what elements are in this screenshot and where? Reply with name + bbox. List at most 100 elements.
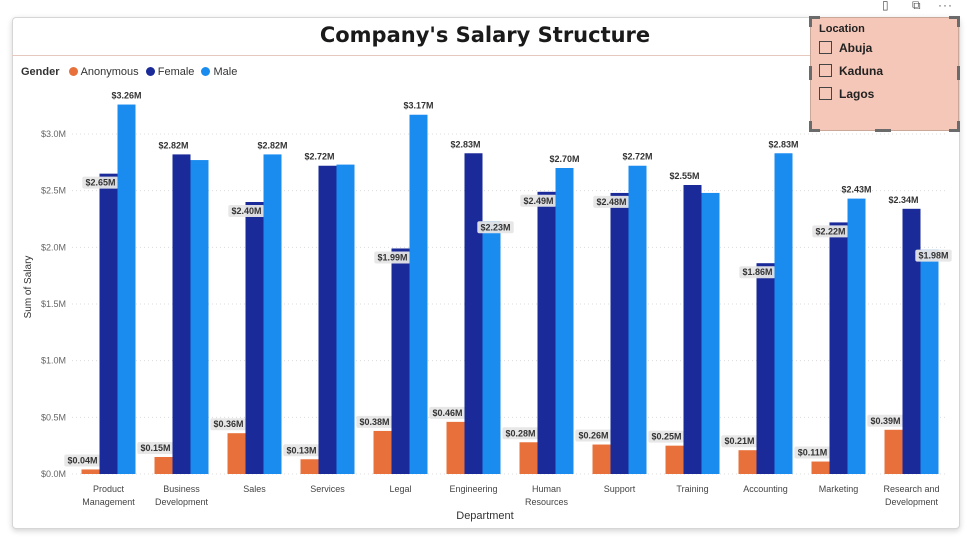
x-tick-label: Sales <box>243 484 266 494</box>
data-label-female: $2.55M <box>669 171 699 181</box>
checkbox-abuja[interactable] <box>819 41 832 54</box>
legend-item-female[interactable]: Female <box>145 66 194 78</box>
data-label-bg <box>374 251 411 264</box>
y-tick-label: $3.0M <box>41 129 66 139</box>
x-tick-label: Product <box>93 484 125 494</box>
bar-male[interactable] <box>847 198 866 474</box>
data-label-bg <box>812 225 849 238</box>
data-label-male: $2.82M <box>257 140 287 150</box>
bar-male[interactable] <box>701 192 720 474</box>
data-label-female: $2.49M <box>523 196 553 206</box>
x-tick-label: Resources <box>525 497 569 507</box>
bar-male[interactable] <box>555 168 574 474</box>
bar-female[interactable] <box>245 202 264 474</box>
title-bar: Company's Salary Structure <box>12 17 958 56</box>
bar-anonymous[interactable] <box>592 444 611 474</box>
resize-handle-right[interactable] <box>957 66 960 80</box>
resize-handle-bottom-right[interactable] <box>949 121 960 132</box>
slicer-option-abuja[interactable]: Abuja <box>819 41 872 55</box>
bar-anonymous[interactable] <box>227 433 246 474</box>
bar-anonymous[interactable] <box>300 459 319 474</box>
data-label-anonymous: $0.21M <box>724 436 754 446</box>
chart-title: Company's Salary Structure <box>319 23 651 47</box>
data-label-male: $2.23M <box>480 222 510 232</box>
bar-female[interactable] <box>683 185 702 474</box>
bar-anonymous[interactable] <box>811 461 830 474</box>
x-tick-label: Business <box>163 484 200 494</box>
bar-anonymous[interactable] <box>81 469 100 474</box>
data-label-female: $2.34M <box>888 195 918 205</box>
data-label-bg <box>228 205 265 217</box>
bar-anonymous[interactable] <box>446 421 465 474</box>
bar-male[interactable] <box>628 165 647 474</box>
x-tick-label: Management <box>82 497 135 507</box>
x-tick-label: Accounting <box>743 484 788 494</box>
visual-header: ▯ ⧉ ··· <box>876 0 966 12</box>
data-label-bg <box>794 446 831 459</box>
bar-female[interactable] <box>391 248 410 474</box>
bar-female[interactable] <box>902 208 921 475</box>
x-tick-label: Services <box>310 484 345 494</box>
data-label-anonymous: $0.25M <box>651 432 681 442</box>
slicer-option-kaduna[interactable]: Kaduna <box>819 64 883 78</box>
bar-female[interactable] <box>172 154 191 474</box>
y-tick-label: $1.0M <box>41 356 66 366</box>
bar-male[interactable] <box>263 154 282 474</box>
legend-swatch-male <box>201 67 211 76</box>
bar-anonymous[interactable] <box>373 430 392 474</box>
bar-female[interactable] <box>756 263 775 474</box>
resize-handle-left[interactable] <box>809 66 812 80</box>
bar-female[interactable] <box>464 153 483 474</box>
x-tick-label: Marketing <box>819 484 859 494</box>
data-label-male: $1.98M <box>918 251 948 261</box>
bar-female[interactable] <box>318 165 337 474</box>
data-label-anonymous: $0.26M <box>578 431 608 441</box>
bar-anonymous[interactable] <box>884 429 903 474</box>
x-tick-label: Engineering <box>449 484 497 494</box>
data-label-anonymous: $0.46M <box>432 408 462 418</box>
x-tick-label: Human <box>532 484 561 494</box>
bar-male[interactable] <box>482 221 501 474</box>
x-tick-label: Development <box>885 497 939 507</box>
legend: Gender Anonymous Female Male <box>21 66 241 78</box>
data-label-female: $2.65M <box>85 178 115 188</box>
bar-male[interactable] <box>920 249 939 474</box>
resize-handle-bottom-left[interactable] <box>809 121 820 132</box>
data-label-male: $3.26M <box>111 91 141 101</box>
data-label-bg <box>283 444 320 457</box>
bar-female[interactable] <box>99 173 118 474</box>
resize-handle-bottom[interactable] <box>875 129 891 132</box>
filter-icon[interactable]: ▯ <box>882 0 889 12</box>
resize-handle-top-right[interactable] <box>949 16 960 27</box>
slicer-option-lagos[interactable]: Lagos <box>819 87 874 101</box>
more-options-icon[interactable]: ··· <box>938 0 953 12</box>
checkbox-kaduna[interactable] <box>819 64 832 77</box>
y-tick-label: $2.0M <box>41 242 66 252</box>
bar-male[interactable] <box>409 114 428 474</box>
focus-mode-icon[interactable]: ⧉ <box>912 0 921 12</box>
data-label-anonymous: $0.13M <box>286 445 316 455</box>
bar-male[interactable] <box>774 153 793 474</box>
legend-item-anonymous[interactable]: Anonymous <box>68 66 139 78</box>
bar-anonymous[interactable] <box>738 450 757 474</box>
data-label-bg <box>593 195 630 208</box>
checkbox-lagos[interactable] <box>819 87 832 100</box>
data-label-bg <box>739 266 776 279</box>
data-label-anonymous: $0.39M <box>870 416 900 426</box>
bar-anonymous[interactable] <box>519 442 538 474</box>
data-label-female: $2.82M <box>158 140 188 150</box>
bar-male[interactable] <box>336 164 355 474</box>
data-label-female: $2.40M <box>231 206 261 216</box>
bar-male[interactable] <box>117 104 136 475</box>
resize-handle-top-left[interactable] <box>809 16 820 27</box>
data-label-female: $1.99M <box>377 252 407 262</box>
bar-male[interactable] <box>190 160 209 475</box>
legend-item-male[interactable]: Male <box>201 66 237 78</box>
bar-female[interactable] <box>829 222 848 474</box>
bar-female[interactable] <box>537 191 556 475</box>
data-label-female: $2.22M <box>815 226 845 236</box>
data-label-bg <box>502 427 539 440</box>
bar-female[interactable] <box>610 192 629 474</box>
bar-anonymous[interactable] <box>665 445 684 474</box>
bar-anonymous[interactable] <box>154 457 173 474</box>
